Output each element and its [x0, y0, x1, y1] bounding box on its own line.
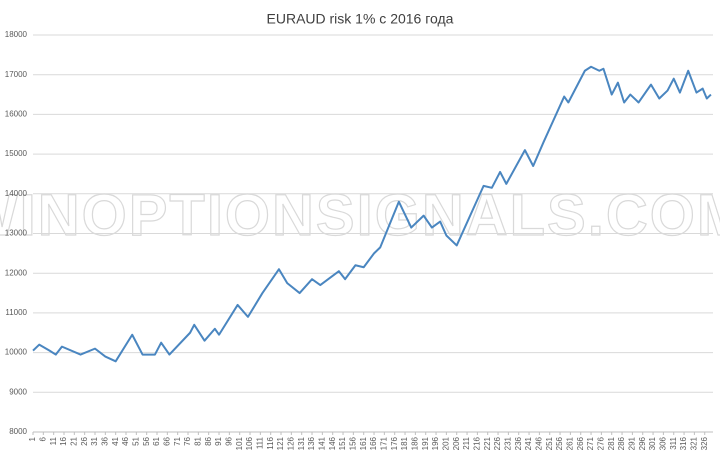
y-tick-label: 9000 [9, 387, 27, 396]
x-tick-label: 1 [28, 436, 37, 441]
x-tick-label: 251 [545, 436, 554, 450]
x-tick-label: 76 [183, 436, 192, 445]
x-tick-label: 86 [204, 436, 213, 445]
x-tick-label: 311 [669, 436, 678, 449]
x-tick-label: 316 [679, 436, 688, 450]
x-tick-label: 11 [49, 436, 58, 445]
x-tick-label: 286 [617, 436, 626, 450]
x-tick-label: 271 [586, 436, 595, 450]
y-tick-label: 10000 [5, 348, 28, 357]
x-tick-label: 276 [596, 436, 605, 450]
x-tick-label: 111 [255, 436, 264, 449]
x-tick-label: 226 [493, 436, 502, 450]
y-tick-label: 15000 [5, 149, 28, 158]
x-tick-label: 31 [90, 436, 99, 445]
y-tick-label: 13000 [5, 229, 28, 238]
y-tick-label: 12000 [5, 268, 28, 277]
x-tick-label: 141 [317, 436, 326, 450]
x-tick-label: 56 [142, 436, 151, 445]
y-tick-label: 17000 [5, 70, 28, 79]
x-tick-label: 146 [328, 436, 337, 450]
x-tick-label: 101 [235, 436, 244, 450]
x-tick-label: 196 [431, 436, 440, 450]
x-tick-label: 51 [131, 436, 140, 445]
line-series [32, 65, 712, 363]
watermark: WINOPTIONSIGNALS.COM [0, 183, 720, 248]
chart-title: EURAUD risk 1% с 2016 года [267, 11, 454, 27]
x-tick-label: 236 [514, 436, 523, 450]
x-tick-label: 191 [421, 436, 430, 450]
x-tick-label: 281 [607, 436, 616, 450]
x-tick-label: 91 [214, 436, 223, 445]
x-tick-label: 66 [162, 436, 171, 445]
x-tick-label: 296 [638, 436, 647, 450]
x-tick-label: 186 [410, 436, 419, 450]
x-tick-label: 211 [462, 436, 471, 449]
x-tick-label: 6 [38, 436, 47, 441]
x-tick-label: 136 [307, 436, 316, 450]
x-tick-label: 41 [111, 436, 120, 445]
x-tick-label: 181 [400, 436, 409, 450]
x-tick-label: 201 [441, 436, 450, 450]
x-tick-label: 231 [503, 436, 512, 450]
x-tick-label: 176 [390, 436, 399, 450]
x-tick-label: 81 [193, 436, 202, 445]
y-tick-label: 8000 [9, 427, 27, 436]
x-tick-label: 46 [121, 436, 130, 445]
x-tick-label: 96 [224, 436, 233, 445]
x-tick-label: 131 [297, 436, 306, 450]
x-tick-label: 326 [700, 436, 709, 450]
x-tick-label: 126 [286, 436, 295, 450]
y-tick-label: 16000 [5, 110, 28, 119]
x-tick-label: 256 [555, 436, 564, 450]
x-tick-label: 21 [69, 436, 78, 445]
x-tick-label: 106 [245, 436, 254, 450]
x-tick-label: 151 [338, 436, 347, 450]
x-tick-label: 291 [628, 436, 637, 450]
y-tick-label: 11000 [5, 308, 27, 317]
x-tick-label: 306 [659, 436, 668, 450]
x-tick-label: 216 [472, 436, 481, 450]
x-tick-label: 221 [483, 436, 492, 450]
x-tick-label: 71 [173, 436, 182, 445]
x-tick-label: 301 [648, 436, 657, 450]
x-tick-label: 16 [59, 436, 68, 445]
x-tick-label: 61 [152, 436, 161, 445]
x-tick-label: 261 [565, 436, 574, 450]
x-tick-label: 206 [452, 436, 461, 450]
x-tick-label: 156 [348, 436, 357, 450]
y-tick-label: 14000 [5, 189, 28, 198]
x-tick-label: 166 [369, 436, 378, 450]
x-tick-label: 121 [276, 436, 285, 450]
x-tick-label: 321 [690, 436, 699, 450]
x-tick-label: 36 [100, 436, 109, 445]
x-tick-label: 171 [379, 436, 388, 450]
y-tick-label: 18000 [5, 30, 28, 39]
x-tick-label: 161 [359, 436, 368, 450]
x-tick-label: 116 [266, 436, 275, 449]
x-tick-label: 26 [80, 436, 89, 445]
x-tick-label: 246 [534, 436, 543, 450]
x-tick-label: 241 [524, 436, 533, 450]
x-tick-label: 266 [576, 436, 585, 450]
